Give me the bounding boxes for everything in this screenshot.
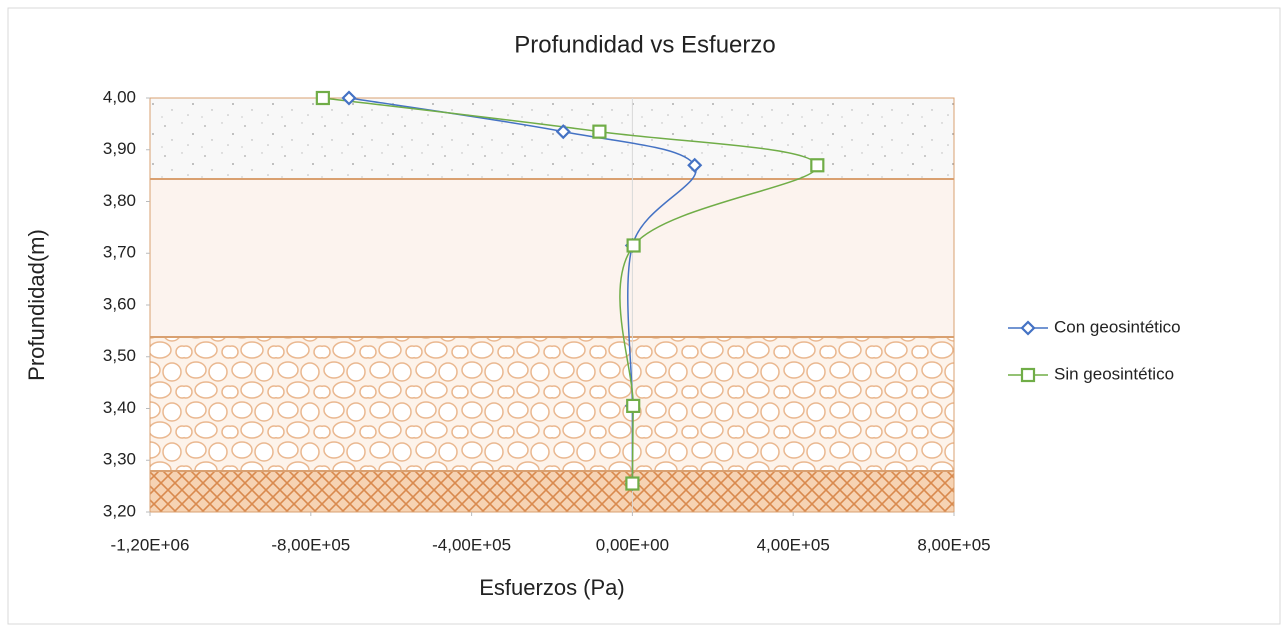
x-axis-title: Esfuerzos (Pa) [479,575,625,600]
x-tick-label: 8,00E+05 [917,535,990,554]
y-tick-label: 3,70 [103,243,136,262]
series-line [322,97,819,484]
marker [625,476,640,491]
y-tick-label: 3,30 [103,450,136,469]
marker [810,158,825,173]
gravel-layer [150,337,954,471]
x-tick-label: 4,00E+05 [757,535,830,554]
marker [555,124,571,140]
sand-layer [150,98,954,179]
y-tick-label: 3,90 [103,139,136,158]
y-axis-title: Profundidad(m) [24,229,49,381]
y-tick-label: 3,40 [103,398,136,417]
marker [626,398,641,414]
y-tick-label: 3,60 [103,294,136,313]
soil-layers [149,97,955,513]
y-tick-label: 3,20 [103,501,136,520]
marker [341,90,357,106]
marker [626,238,641,253]
legend-label: Con geosintético [1054,317,1181,336]
fill-layer [150,179,954,337]
legend-marker [1020,320,1036,336]
marker [592,124,607,139]
x-tick-label: -8,00E+05 [271,535,350,554]
marker [687,157,703,173]
y-tick-label: 4,00 [103,87,136,106]
x-tick-label: -1,20E+06 [111,535,190,554]
x-tick-label: 0,00E+00 [596,535,669,554]
subgrade-layer [150,471,954,512]
legend-marker [1020,367,1036,383]
marker [315,90,330,106]
y-tick-label: 3,80 [103,191,136,210]
x-tick-label: -4,00E+05 [432,535,511,554]
legend-label: Sin geosintético [1054,364,1174,383]
chart-title: Profundidad vs Esfuerzo [514,31,775,58]
y-tick-label: 3,50 [103,346,136,365]
